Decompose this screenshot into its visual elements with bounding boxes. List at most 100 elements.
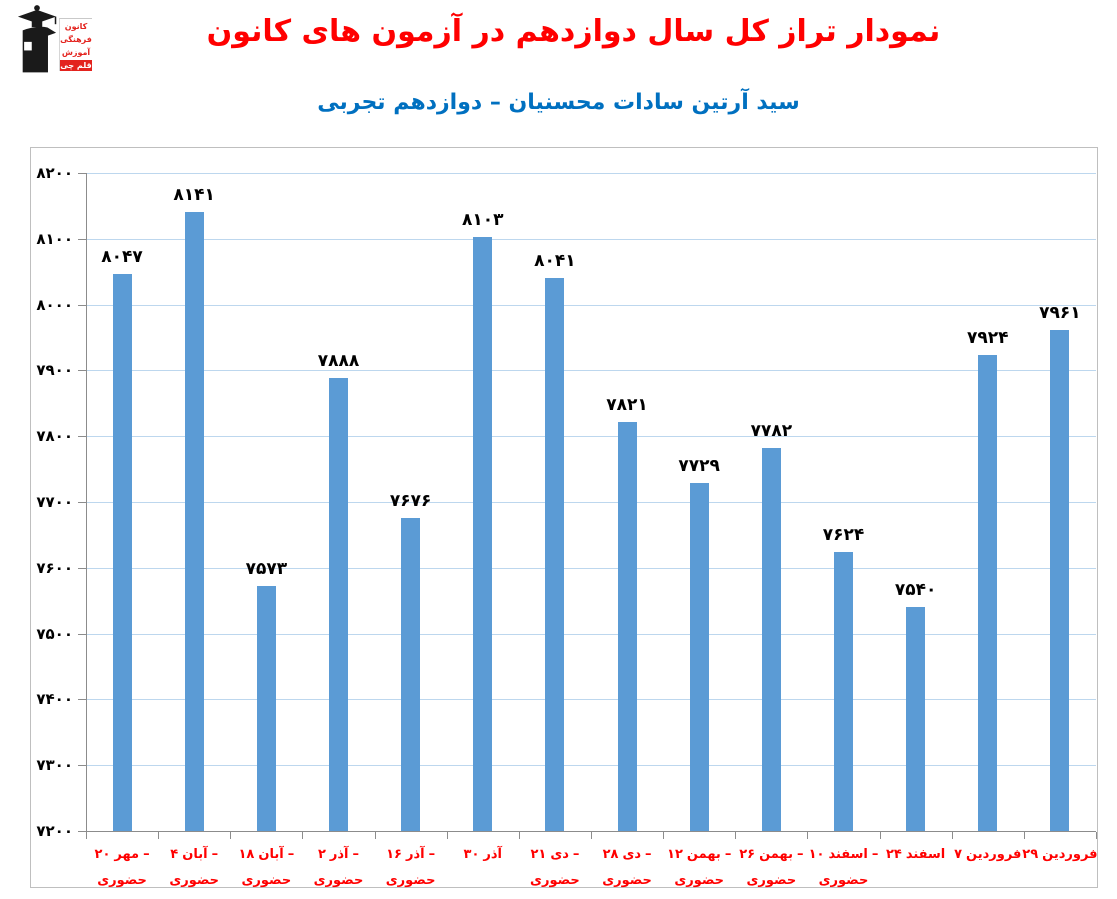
x-label-dash: – xyxy=(352,847,360,862)
x-label-attendance-line: حضوری xyxy=(313,873,364,888)
y-axis-tick xyxy=(78,831,86,832)
y-axis-tick-label: ۷۶۰۰ xyxy=(36,558,73,577)
x-axis-tick xyxy=(879,832,881,839)
x-label-day: ۱۶ xyxy=(386,847,402,862)
bar xyxy=(112,273,132,831)
x-label-day: ۷ xyxy=(954,847,963,862)
x-label-month: اسفند xyxy=(828,847,868,862)
x-label-month: بهمن xyxy=(759,847,793,862)
x-label-date-line: ۲۱ دی – xyxy=(515,842,595,868)
x-label-day: ۱۸ xyxy=(238,847,255,862)
x-axis-category-label: ۱۸ آبان – حضوری xyxy=(226,842,306,894)
x-label-date-line: ۲ آذر – xyxy=(298,842,378,868)
gridline xyxy=(86,633,1096,635)
gridline xyxy=(86,436,1096,438)
x-axis-category-label: ۲۶ بهمن – حضوری xyxy=(731,842,811,894)
bar-value-label: ۷۵۷۳ xyxy=(245,558,288,579)
x-axis-tick xyxy=(446,832,448,839)
y-axis-tick-label: ۷۴۰۰ xyxy=(36,690,73,709)
x-label-date-line: ۲۶ بهمن – xyxy=(731,842,811,868)
x-axis-category-label: ۲۴ اسفند xyxy=(876,842,956,868)
x-label-day: ۲۴ xyxy=(885,847,902,862)
y-axis-tick xyxy=(78,765,86,767)
x-label-month: آبان xyxy=(182,847,208,862)
x-label-attendance-line: حضوری xyxy=(241,873,292,888)
bar xyxy=(617,422,637,831)
x-label-day: ۲۱ xyxy=(530,847,547,862)
bar xyxy=(761,448,781,831)
x-label-day: ۱۰ xyxy=(808,847,825,862)
x-label-day: ۳۰ xyxy=(463,847,480,862)
x-label-date-line: ۲۰ مهر – xyxy=(82,842,162,868)
gridline xyxy=(86,304,1096,306)
x-label-attendance-line: حضوری xyxy=(602,873,652,888)
x-label-attendance-line: حضوری xyxy=(169,873,220,888)
gridline xyxy=(86,502,1096,503)
y-axis-tick xyxy=(78,567,86,569)
bar xyxy=(1050,330,1070,831)
x-axis-tick xyxy=(1096,832,1097,839)
y-axis-tick-label: ۷۲۰۰ xyxy=(36,822,73,840)
x-label-dash: – xyxy=(572,847,580,862)
x-label-date-line: ۷ فروردین xyxy=(948,842,1028,868)
x-label-attendance-line: حضوری xyxy=(530,873,580,888)
x-axis-tick xyxy=(158,832,160,839)
bar xyxy=(473,236,493,831)
x-label-dash: – xyxy=(428,847,436,862)
bar xyxy=(545,277,565,831)
gridline xyxy=(86,370,1096,372)
x-label-day: ۲۶ xyxy=(739,847,756,862)
x-label-day: ۲۰ xyxy=(94,847,111,862)
x-label-dash: – xyxy=(143,847,150,862)
gridline xyxy=(86,238,1096,240)
x-label-date-line: ۳۰ آذر xyxy=(443,842,523,868)
x-label-month: آذر xyxy=(406,847,425,862)
x-label-attendance-line: حضوری xyxy=(818,873,869,888)
gridline xyxy=(86,567,1096,569)
x-label-date-line: ۱۸ آبان – xyxy=(226,842,306,868)
x-label-attendance-line: حضوری xyxy=(97,873,147,888)
bar-chart: ۸۲۰۰ ۸۱۰۰ ۸۰۰۰ ۷۹۰۰ ۷۸۰۰ ۷۷۰۰ ۷۶۰۰ ۷۵۰۰ ۷۴۰۰ ۷۳۰۰… xyxy=(30,147,1098,888)
x-label-day: ۲۹ xyxy=(1022,847,1039,862)
bar-value-label: ۸۰۴۷ xyxy=(101,246,143,267)
bar-value-label: ۷۵۴۰ xyxy=(894,580,937,601)
logo-text-column: کانون فرهنگی آموزش قلم چی xyxy=(59,18,92,71)
x-axis-tick xyxy=(735,832,737,839)
chart-subtitle: سید آرتین سادات محسنیان – دوازدهم تجربی xyxy=(317,90,800,115)
y-axis-tick xyxy=(78,633,86,635)
x-label-month: آبان xyxy=(258,847,284,862)
bar-value-label: ۷۶۷۶ xyxy=(389,490,432,511)
bar-value-label: ۸۰۴۱ xyxy=(534,250,576,271)
x-axis-tick xyxy=(518,832,520,839)
y-axis-tick xyxy=(78,436,86,438)
x-label-attendance-line: حضوری xyxy=(385,873,436,888)
x-label-date-line: ۲۸ دی – xyxy=(587,842,667,868)
y-axis-tick-label: ۸۰۰۰ xyxy=(36,295,73,314)
x-label-month: آذر xyxy=(483,847,503,862)
x-axis-tick xyxy=(1023,832,1025,839)
bar xyxy=(834,552,853,831)
bar xyxy=(184,211,204,831)
x-label-attendance-line: حضوری xyxy=(746,873,797,888)
y-axis-tick-label: ۸۲۰۰ xyxy=(36,164,73,182)
x-label-month: فروردین xyxy=(1042,847,1098,862)
chart-title: نمودار تراز کل سال دوازدهم در آزمون های … xyxy=(206,14,941,49)
x-label-date-line: ۱۰ اسفند – xyxy=(803,842,883,868)
y-axis-tick-label: ۷۹۰۰ xyxy=(36,361,73,380)
x-label-date-line: ۴ آبان – xyxy=(154,842,234,868)
x-axis-tick xyxy=(807,832,809,839)
x-axis-category-label: ۱۰ اسفند – حضوری xyxy=(803,842,883,894)
y-axis-tick xyxy=(78,173,86,174)
x-label-month: دی xyxy=(550,847,569,862)
logo-line-3: آموزش xyxy=(61,48,91,57)
x-axis-tick xyxy=(302,832,304,839)
logo-line-2: فرهنگی xyxy=(60,35,92,44)
x-label-month: مهر xyxy=(114,847,140,862)
y-axis-tick-label: ۷۵۰۰ xyxy=(36,624,73,643)
x-axis-tick xyxy=(86,832,87,839)
x-label-date-line: ۱۶ آذر – xyxy=(371,842,451,868)
bar-value-label: ۷۹۲۴ xyxy=(967,327,1009,348)
x-label-date-line: ۱۲ بهمن – xyxy=(659,842,739,868)
x-label-month: بهمن xyxy=(686,847,721,862)
